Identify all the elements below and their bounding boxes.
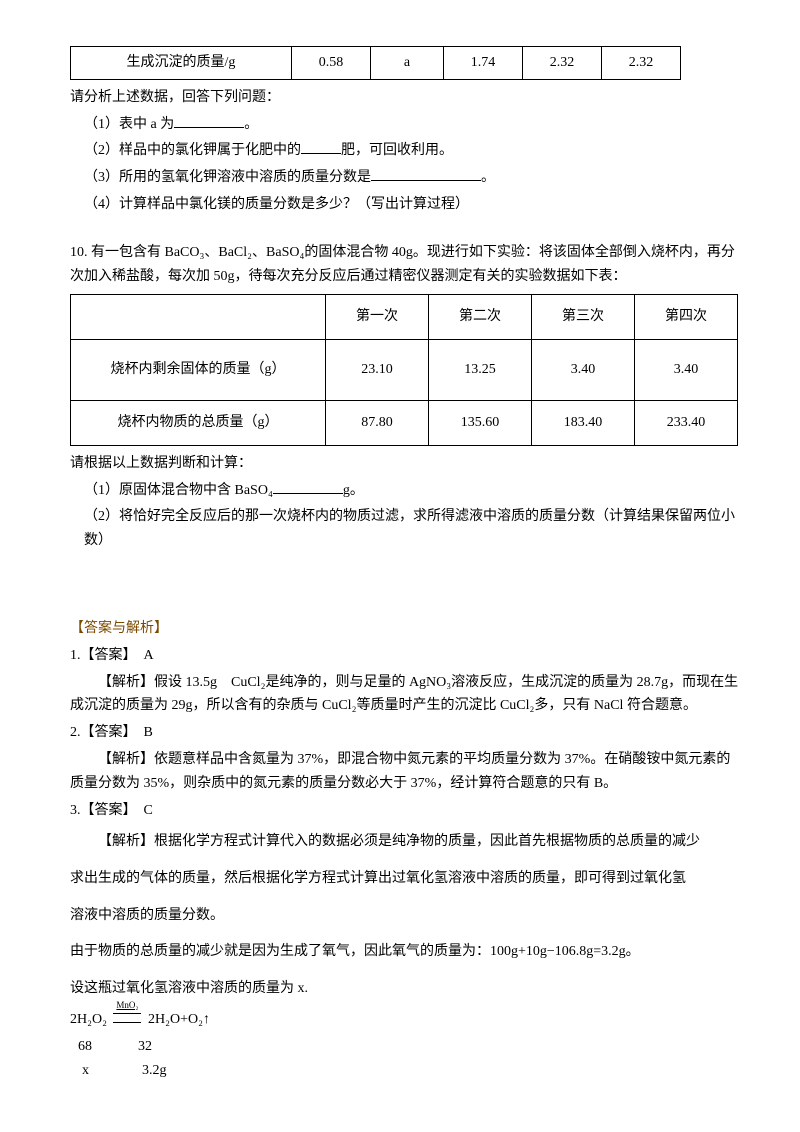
table2-cell: 23.10 (326, 340, 429, 401)
a1-head: 1.【答案】 A (70, 644, 740, 668)
table2-cell: 13.25 (429, 340, 532, 401)
table2-cell: 233.40 (635, 400, 738, 445)
table2-row2-label: 烧杯内物质的总质量（g） (71, 400, 326, 445)
table2-header: 第三次 (532, 295, 635, 340)
a2-head: 2.【答案】 B (70, 721, 740, 745)
table2-row1-label: 烧杯内剩余固体的质量（g） (71, 340, 326, 401)
a1-body: 【解析】假设 13.5g CuCl₂是纯净的，则与足量的 AgNO₃溶液反应，生… (70, 671, 740, 719)
table2-cell: 3.40 (532, 340, 635, 401)
blank (174, 113, 244, 128)
answers-header: 【答案与解析】 (70, 617, 740, 641)
table1-row-label: 生成沉淀的质量/g (71, 47, 292, 80)
a2-body: 【解析】依题意样品中含氮量为 37%，即混合物中氮元素的平均质量分数为 37%。… (70, 748, 740, 796)
table2-header: 第四次 (635, 295, 738, 340)
q10-stem: 10. 有一包含有 BaCO₃、BaCl₂、BaSO₄的固体混合物 40g。现进… (70, 241, 740, 289)
table1-cell: 2.32 (602, 47, 681, 80)
blank (371, 166, 481, 181)
table1-cell: 1.74 (444, 47, 523, 80)
catalyst-label: MnO₂ (110, 998, 144, 1013)
table2-cell: 3.40 (635, 340, 738, 401)
table1-cell: 0.58 (292, 47, 371, 80)
mass-row-1: 68 32 (70, 1035, 740, 1059)
q3: （3）所用的氢氧化钾溶液中溶质的质量分数是。 (70, 166, 740, 190)
a3-head: 3.【答案】 C (70, 799, 740, 823)
table1-cell: 2.32 (523, 47, 602, 80)
mass-row-2: x 3.2g (70, 1059, 740, 1083)
equation: 2H₂O₂ MnO₂ 2H₂O+O₂↑ (70, 1008, 740, 1032)
table2-cell: 135.60 (429, 400, 532, 445)
q1: （1）表中 a 为。 (70, 113, 740, 137)
q2: （2）样品中的氯化钾属于化肥中的肥，可回收利用。 (70, 139, 740, 163)
experiment-table: 第一次 第二次 第三次 第四次 烧杯内剩余固体的质量（g） 23.10 13.2… (70, 294, 738, 445)
a3-p1: 【解析】根据化学方程式计算代入的数据必须是纯净物的质量，因此首先根据物质的总质量… (70, 825, 740, 859)
q4: （4）计算样品中氯化镁的质量分数是多少？（写出计算过程） (70, 193, 740, 217)
a3-p3: 溶液中溶质的质量分数。 (70, 899, 740, 933)
table2-header: 第二次 (429, 295, 532, 340)
blank (301, 139, 341, 154)
table1-cell: a (371, 47, 444, 80)
q10-after: 请根据以上数据判断和计算： (70, 452, 740, 476)
table2-cell: 183.40 (532, 400, 635, 445)
a3-body: 【解析】根据化学方程式计算代入的数据必须是纯净物的质量，因此首先根据物质的总质量… (70, 825, 740, 1005)
q10-sub1: （1）原固体混合物中含 BaSO₄g。 (70, 479, 740, 503)
q10-sub2: （2）将恰好完全反应后的那一次烧杯内的物质过滤，求所得滤液中溶质的质量分数（计算… (70, 505, 740, 553)
table2-header: 第一次 (326, 295, 429, 340)
a3-p4: 由于物质的总质量的减少就是因为生成了氧气，因此氧气的质量为：100g+10g−1… (70, 935, 740, 969)
blank (273, 479, 343, 494)
precipitate-table: 生成沉淀的质量/g 0.58 a 1.74 2.32 2.32 (70, 46, 681, 80)
table2-cell: 87.80 (326, 400, 429, 445)
section1-intro: 请分析上述数据，回答下列问题： (70, 86, 740, 110)
table2-header-blank (71, 295, 326, 340)
a3-p2: 求出生成的气体的质量，然后根据化学方程式计算出过氧化氢溶液中溶质的质量，即可得到… (70, 862, 740, 896)
a3-p5: 设这瓶过氧化氢溶液中溶质的质量为 x. (70, 972, 740, 1006)
